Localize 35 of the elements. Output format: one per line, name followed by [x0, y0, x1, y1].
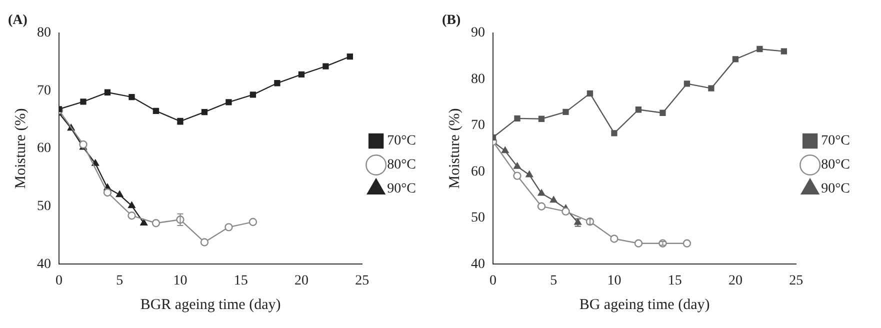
legend-label: 90°C — [387, 182, 416, 197]
y-axis-title: Moisture (%) — [446, 108, 463, 189]
y-tick-label: 50 — [37, 199, 51, 214]
y-tick-label: 70 — [37, 83, 51, 98]
x-tick-label: 10 — [173, 273, 188, 288]
x-tick-label: 5 — [116, 273, 124, 288]
x-tick-label: 0 — [490, 273, 496, 288]
y-tick-label: 90 — [471, 25, 485, 40]
x-tick-label: 20 — [294, 273, 308, 288]
y-tick-label: 60 — [37, 141, 51, 156]
legend-label: 70°C — [821, 134, 850, 149]
x-tick-label: 5 — [550, 273, 558, 288]
y-tick-label: 70 — [471, 118, 485, 134]
x-axis-title: BG ageing time (day) — [579, 296, 710, 313]
y-tick-label: 40 — [37, 256, 51, 272]
y-tick-label: 50 — [471, 210, 485, 226]
legend-label: 80°C — [387, 158, 416, 173]
x-tick-label: 15 — [234, 273, 248, 288]
y-tick-label: 60 — [471, 164, 485, 180]
legend-label: 70°C — [387, 134, 416, 149]
y-tick-label: 80 — [471, 72, 485, 87]
chart-title: (B) — [442, 13, 461, 28]
legend-label: 90°C — [821, 182, 850, 197]
x-tick-label: 15 — [668, 273, 682, 288]
x-axis-title: BGR ageing time (day) — [140, 296, 281, 313]
legend-label: 80°C — [821, 158, 850, 173]
y-tick-label: 40 — [471, 256, 485, 272]
x-tick-label: 25 — [789, 273, 804, 288]
y-tick-label: 80 — [37, 25, 51, 40]
x-tick-label: 0 — [56, 273, 62, 288]
y-axis-title: Moisture (%) — [12, 108, 29, 189]
chart-title: (A) — [8, 13, 28, 28]
x-tick-label: 20 — [728, 273, 742, 288]
x-tick-label: 25 — [355, 273, 370, 288]
x-tick-label: 10 — [607, 273, 622, 288]
